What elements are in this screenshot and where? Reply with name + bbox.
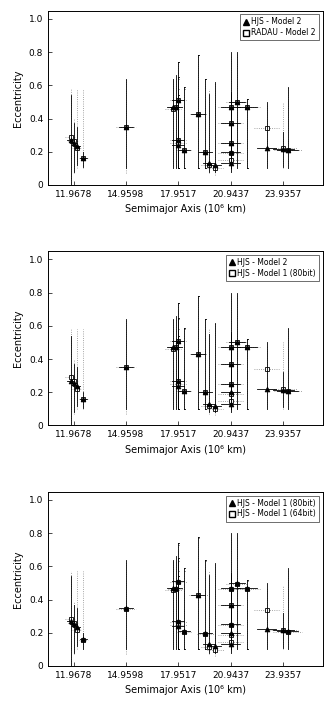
Y-axis label: Eccentricity: Eccentricity xyxy=(13,310,23,367)
Legend: HJS - Model 1 (80bit), HJS - Model 1 (64bit): HJS - Model 1 (80bit), HJS - Model 1 (64… xyxy=(226,496,319,522)
Y-axis label: Eccentricity: Eccentricity xyxy=(13,550,23,607)
X-axis label: Semimajor Axis (10⁶ km): Semimajor Axis (10⁶ km) xyxy=(125,204,246,214)
Legend: HJS - Model 2, HJS - Model 1 (80bit): HJS - Model 2, HJS - Model 1 (80bit) xyxy=(226,255,319,281)
Y-axis label: Eccentricity: Eccentricity xyxy=(13,69,23,127)
X-axis label: Semimajor Axis (10⁶ km): Semimajor Axis (10⁶ km) xyxy=(125,685,246,696)
X-axis label: Semimajor Axis (10⁶ km): Semimajor Axis (10⁶ km) xyxy=(125,445,246,455)
Legend: HJS - Model 2, RADAU - Model 2: HJS - Model 2, RADAU - Model 2 xyxy=(240,14,319,40)
